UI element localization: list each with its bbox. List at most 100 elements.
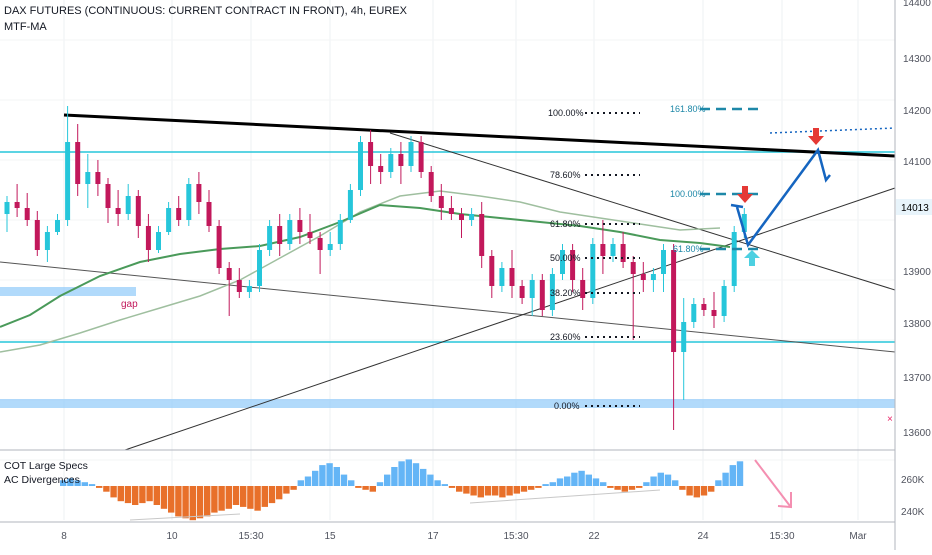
candle-body <box>176 208 182 220</box>
histogram-bar <box>211 486 218 513</box>
candle-body <box>499 268 505 286</box>
histogram-bar <box>96 486 103 488</box>
histogram-bar <box>650 476 657 486</box>
gap-label: gap <box>121 299 138 310</box>
main-trendline <box>63 113 896 158</box>
candle-body <box>65 142 71 220</box>
histogram-bar <box>456 486 463 492</box>
histogram-bar <box>420 468 427 486</box>
candle-body <box>398 154 404 166</box>
histogram-bar <box>535 486 542 488</box>
fib-label: 100.00% <box>548 108 584 118</box>
histogram-bar <box>376 482 384 486</box>
indicator-tick: 260K <box>901 475 925 486</box>
histogram-bar <box>348 480 355 486</box>
histogram-bar <box>160 486 168 509</box>
candle-body <box>236 280 242 292</box>
projection-start <box>730 203 744 209</box>
candle-body <box>95 172 101 184</box>
price-tick: 14300 <box>903 54 931 65</box>
histogram-bar <box>326 463 333 486</box>
divergence-arrow-head <box>777 492 792 509</box>
histogram-bar <box>139 486 146 504</box>
candle-body <box>438 196 444 208</box>
histogram-bar <box>297 480 304 486</box>
histogram-bar <box>312 470 319 486</box>
histogram-bar <box>391 467 398 486</box>
histogram-bar <box>715 480 722 486</box>
price-tick: 14200 <box>903 106 931 117</box>
indicator-label-ac: AC Divergences <box>4 474 80 486</box>
candle-body <box>388 154 394 172</box>
histogram-bar <box>225 486 232 509</box>
candle-body <box>661 250 666 274</box>
histogram-bar <box>708 486 715 492</box>
histogram-bar <box>124 486 132 504</box>
candle-body <box>570 250 576 280</box>
histogram-bar <box>168 486 175 513</box>
lower-line <box>0 261 896 353</box>
candle-body <box>166 208 172 232</box>
histogram-bar <box>643 482 650 486</box>
candle-body <box>226 268 232 280</box>
candle-body <box>4 202 10 214</box>
candle-body <box>620 244 626 262</box>
price-tick: 13600 <box>903 428 931 439</box>
close-marker-icon: × <box>887 414 893 425</box>
histogram-bar <box>564 476 571 486</box>
histogram-bar <box>693 486 700 498</box>
candle-body <box>509 268 515 286</box>
histogram-bar <box>175 486 182 517</box>
histogram-bar <box>434 480 441 486</box>
fib-label: 50.00% <box>550 253 581 263</box>
histogram-bar <box>700 486 708 496</box>
histogram-bar <box>621 486 628 492</box>
fib-label: 161.80% <box>670 104 706 114</box>
candle-body <box>711 310 717 316</box>
histogram-bar <box>722 472 729 486</box>
candle-body <box>216 226 222 268</box>
candle-body <box>267 226 273 250</box>
histogram-bar <box>196 486 204 519</box>
indicator-label-cot: COT Large Specs <box>4 460 88 472</box>
candle-body <box>529 280 535 298</box>
histogram-bar <box>74 480 81 486</box>
histogram-bar <box>304 476 312 486</box>
indicator-tick: 240K <box>901 507 925 518</box>
candle-body <box>681 322 687 352</box>
candle-body <box>721 286 727 316</box>
histogram-bar <box>240 486 247 507</box>
time-tick: Mar <box>849 531 867 542</box>
candles-layer <box>4 106 747 430</box>
histogram-bar <box>664 474 672 486</box>
bottom-zone <box>0 399 895 408</box>
candle-body <box>186 184 192 220</box>
candle-body <box>246 286 252 292</box>
candle-body <box>741 214 747 232</box>
indicator-name: MTF-MA <box>4 21 47 33</box>
histogram-bar <box>153 486 160 505</box>
histogram-bar <box>412 463 420 486</box>
histogram-bar <box>585 474 592 486</box>
candle-body <box>378 166 384 172</box>
histogram-bar <box>448 486 456 488</box>
histogram-bar <box>736 461 744 486</box>
histogram-bar <box>254 486 261 511</box>
down-arrow-icon <box>737 186 753 203</box>
histogram-bar <box>362 486 369 490</box>
fib-label: 78.60% <box>550 170 581 180</box>
down-arrow-icon <box>808 128 824 145</box>
histogram-bar <box>384 474 391 486</box>
candle-body <box>671 250 677 352</box>
histogram-bar <box>319 465 326 486</box>
time-tick: 15:30 <box>503 531 528 542</box>
fib-label: 23.60% <box>550 332 581 342</box>
histogram-bar <box>672 480 679 486</box>
histogram-bar <box>132 486 139 505</box>
candle-body <box>125 196 131 214</box>
histogram-bar <box>218 486 225 511</box>
